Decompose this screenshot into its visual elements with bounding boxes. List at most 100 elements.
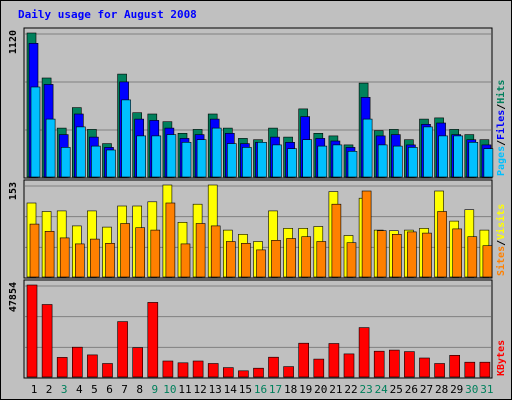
bar-sites (361, 190, 372, 278)
x-tick-label: 30 (465, 383, 478, 396)
bar-pages (166, 134, 177, 178)
bar-pages (377, 144, 388, 178)
bar-kbytes (207, 363, 219, 378)
bar-kbytes (162, 360, 174, 378)
x-tick-label: 1 (31, 383, 38, 396)
bar-kbytes (253, 367, 264, 378)
x-tick-label: 25 (390, 383, 403, 396)
x-tick-label: 26 (405, 383, 418, 396)
bar-sites (75, 243, 85, 278)
bar-sites (59, 237, 70, 278)
bar-pages (423, 126, 433, 178)
bar-kbytes (404, 351, 415, 378)
bar-pages (362, 118, 373, 178)
bar-pages (181, 142, 192, 178)
bar-pages (196, 139, 207, 178)
bar-sites (256, 249, 266, 278)
x-tick-label: 17 (269, 383, 282, 396)
legend-label: Hits (495, 80, 507, 104)
legend-label: / (496, 140, 507, 146)
bar-sites (376, 230, 387, 278)
bar-sites (482, 245, 493, 278)
bar-pages (453, 135, 464, 178)
bar-kbytes (56, 357, 68, 378)
bar-kbytes (238, 370, 249, 378)
legend-label: Files (495, 110, 507, 140)
bar-pages (332, 144, 343, 178)
bar-kbytes (343, 353, 355, 378)
legend-label: KBytes (496, 340, 507, 376)
x-tick-label: 6 (106, 383, 113, 396)
bar-sites (241, 243, 251, 278)
bar-kbytes (41, 304, 53, 378)
x-tick-label: 15 (239, 383, 252, 396)
legend-top: Pages/Files/Hits (495, 80, 507, 176)
bar-kbytes (298, 342, 310, 378)
bar-kbytes (132, 347, 143, 378)
bar-kbytes (117, 321, 128, 378)
x-tick-label: 18 (284, 383, 297, 396)
x-tick-label: 3 (61, 383, 68, 396)
bar-sites (467, 236, 478, 278)
bar-pages (408, 147, 418, 178)
bar-sites (120, 223, 130, 278)
bar-kbytes (419, 357, 430, 378)
bar-pages (483, 148, 494, 178)
bar-kbytes (464, 361, 476, 378)
bar-sites (90, 238, 100, 278)
bar-kbytes (192, 360, 204, 378)
bar-sites (301, 236, 312, 278)
y-max-label: 153 (8, 182, 19, 200)
bar-sites (391, 234, 402, 278)
bar-kbytes (373, 350, 385, 378)
bar-sites (29, 223, 40, 278)
bar-sites (271, 240, 281, 278)
x-tick-label: 8 (136, 383, 143, 396)
bar-pages (287, 148, 297, 178)
x-tick-label: 20 (314, 383, 327, 396)
bar-sites (452, 228, 463, 278)
bar-kbytes (102, 363, 113, 378)
bar-pages (227, 143, 237, 178)
x-tick-label: 24 (375, 383, 389, 396)
bar-pages (91, 145, 101, 178)
x-tick-label: 31 (480, 383, 493, 396)
bar-sites (437, 211, 447, 278)
x-tick-label: 23 (359, 383, 372, 396)
bar-kbytes (283, 366, 294, 378)
bar-sites (180, 243, 191, 278)
legend-label: Sites (495, 246, 507, 276)
bar-pages (257, 142, 267, 178)
bar-sites (165, 202, 176, 278)
bar-kbytes (449, 354, 461, 378)
legend-label: / (496, 240, 507, 246)
bar-pages (242, 147, 252, 178)
bar-sites (150, 229, 161, 278)
bar-kbytes (26, 284, 38, 378)
bar-pages (392, 145, 403, 178)
x-tick-label: 5 (91, 383, 98, 396)
legend-label: Visits (495, 204, 507, 240)
bar-sites (44, 231, 55, 278)
x-tick-label: 16 (254, 383, 267, 396)
x-tick-label: 14 (224, 383, 238, 396)
bar-kbytes (328, 343, 340, 378)
bar-pages (121, 99, 131, 178)
bar-pages (106, 149, 116, 178)
y-max-label: 47854 (8, 282, 19, 312)
bar-sites (135, 227, 145, 278)
x-tick-label: 10 (163, 383, 176, 396)
bar-pages (136, 135, 146, 178)
x-tick-label: 9 (151, 383, 158, 396)
bar-sites (286, 238, 296, 278)
legend-mid: Sites/Visits (495, 204, 507, 276)
y-max-label: 1120 (8, 30, 19, 54)
bar-pages (45, 118, 56, 178)
bar-pages (468, 142, 479, 178)
bar-kbytes (87, 354, 98, 378)
bar-pages (30, 86, 41, 178)
x-tick-label: 29 (450, 383, 463, 396)
bar-kbytes (434, 363, 445, 378)
bar-pages (438, 135, 448, 178)
x-tick-label: 11 (178, 383, 191, 396)
